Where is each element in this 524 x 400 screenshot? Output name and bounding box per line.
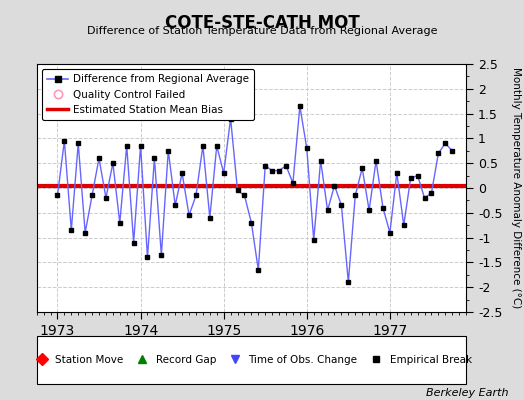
Legend: Station Move, Record Gap, Time of Obs. Change, Empirical Break: Station Move, Record Gap, Time of Obs. C… (28, 352, 475, 368)
Text: Berkeley Earth: Berkeley Earth (426, 388, 508, 398)
Y-axis label: Monthly Temperature Anomaly Difference (°C): Monthly Temperature Anomaly Difference (… (511, 67, 521, 309)
Text: Difference of Station Temperature Data from Regional Average: Difference of Station Temperature Data f… (87, 26, 437, 36)
Text: COTE-STE-CATH MOT: COTE-STE-CATH MOT (165, 14, 359, 32)
Legend: Difference from Regional Average, Quality Control Failed, Estimated Station Mean: Difference from Regional Average, Qualit… (42, 69, 254, 120)
